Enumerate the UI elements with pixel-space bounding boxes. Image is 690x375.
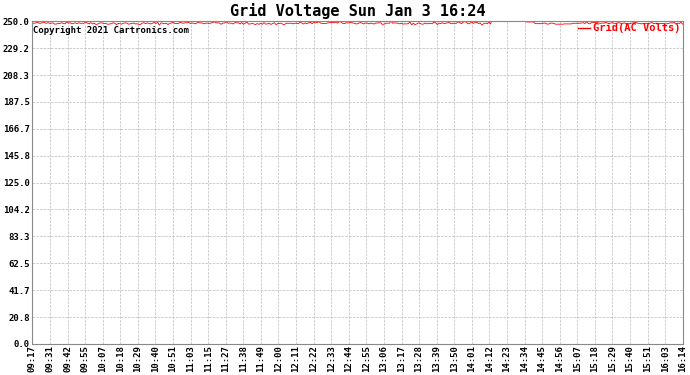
Grid(AC Volts)	[320, 21, 328, 26]
Grid(AC Volts)	[145, 21, 153, 26]
Legend: Grid(AC Volts): Grid(AC Volts)	[578, 23, 680, 33]
Text: Copyright 2021 Cartronics.com: Copyright 2021 Cartronics.com	[33, 26, 189, 35]
Grid(AC Volts)	[678, 22, 687, 26]
Title: Grid Voltage Sun Jan 3 16:24: Grid Voltage Sun Jan 3 16:24	[230, 3, 485, 19]
Grid(AC Volts)	[155, 23, 164, 27]
Grid(AC Volts)	[28, 21, 37, 25]
Grid(AC Volts)	[514, 16, 522, 21]
Grid(AC Volts)	[509, 13, 517, 18]
Line: Grid(AC Volts): Grid(AC Volts)	[32, 15, 682, 25]
Grid(AC Volts)	[529, 20, 538, 24]
Grid(AC Volts)	[388, 21, 397, 26]
Grid(AC Volts)	[416, 21, 424, 26]
